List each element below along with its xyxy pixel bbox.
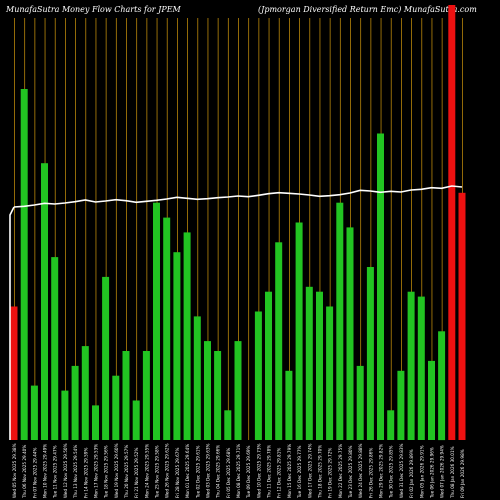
money-flow-bar [234, 341, 242, 440]
x-tick-label: Wed 24 Dec 2025 29.88% [358, 443, 363, 498]
money-flow-bar [285, 370, 293, 440]
x-tick-label: Mon 24 Nov 2025 29.55% [144, 444, 149, 498]
x-tick-label: Tue 16 Dec 2025 29.77% [297, 445, 302, 499]
money-flow-bar [438, 331, 446, 441]
money-flow-bar [193, 316, 201, 440]
money-flow-bar [305, 286, 313, 440]
money-flow-bar [275, 242, 283, 440]
money-flow-bar [387, 410, 395, 440]
x-tick-label: Wed 07 Jan 2026 29.94% [440, 445, 445, 498]
money-flow-bar [448, 5, 456, 440]
x-tick-label: Tue 18 Nov 2025 29.56% [104, 445, 109, 499]
x-tick-label: Tue 25 Nov 2025 29.58% [155, 445, 160, 499]
x-tick-label: Thu 06 Nov 2025 29.40% [22, 445, 27, 499]
x-tick-label: Wed 26 Nov 2025 29.62% [165, 443, 170, 498]
money-flow-bar [122, 351, 130, 440]
chart-title: MunafaSutra Money Flow Charts for JPEM [6, 5, 181, 14]
money-flow-bar [346, 227, 354, 440]
x-tick-label: Mon 05 Jan 2026 29.91% [419, 445, 424, 498]
x-tick-label: Mon 29 Dec 2025 29.82% [379, 444, 384, 498]
x-tick-label: Fri 09 Jan 2026 29.98% [460, 449, 465, 498]
money-flow-bar [112, 375, 120, 440]
x-tick-label: Fri 26 Dec 2025 29.86% [368, 448, 373, 498]
money-flow-bar [92, 405, 99, 440]
money-flow-bar [224, 410, 232, 440]
money-flow-bar [51, 257, 59, 440]
money-flow-bar [71, 365, 79, 440]
x-tick-label: Mon 15 Dec 2025 29.79% [287, 444, 292, 498]
x-tick-label: Fri 19 Dec 2025 29.72% [328, 448, 333, 498]
money-flow-bar [30, 385, 38, 440]
money-flow-bar [336, 202, 344, 440]
x-tick-label: Mon 17 Nov 2025 29.53% [94, 444, 99, 498]
money-flow-bar [417, 296, 425, 440]
money-flow-bar [153, 202, 160, 440]
x-tick-label: Wed 03 Dec 2025 29.63% [206, 443, 211, 498]
x-tick-label: Fri 14 Nov 2025 29.59% [83, 448, 88, 498]
money-flow-bar [183, 232, 191, 440]
x-tick-label: Wed 17 Dec 2025 29.74% [307, 443, 312, 498]
x-tick-label: Fri 02 Jan 2026 29.89% [409, 449, 414, 498]
x-tick-label: Thu 08 Jan 2026 30.01% [450, 446, 455, 499]
x-tick-label: Tue 06 Jan 2026 29.96% [430, 447, 435, 499]
x-tick-label: Tue 09 Dec 2025 29.69% [246, 445, 251, 499]
x-tick-label: Mon 22 Dec 2025 29.75% [338, 444, 343, 498]
x-tick-label: Wed 05 Nov 2025 29.38% [12, 443, 17, 498]
x-tick-label: Thu 20 Nov 2025 29.57% [124, 445, 129, 499]
x-tick-label: Mon 10 Nov 2025 29.49% [43, 444, 48, 498]
money-flow-bar [81, 346, 89, 440]
chart-subtitle: (Jpmorgan Diversified Return Emc) Munafa… [258, 5, 477, 14]
x-tick-label: Mon 08 Dec 2025 29.71% [236, 444, 241, 498]
x-tick-label: Wed 10 Dec 2025 29.73% [256, 443, 261, 498]
money-flow-bar [10, 306, 18, 440]
x-tick-label: Thu 18 Dec 2025 29.70% [318, 445, 323, 499]
x-tick-label: Tue 02 Dec 2025 29.61% [195, 445, 200, 499]
money-flow-bar [254, 311, 262, 440]
money-flow-bar [377, 133, 384, 440]
money-flow-bar [458, 192, 466, 440]
x-tick-label: Fri 05 Dec 2025 29.68% [226, 448, 231, 498]
money-flow-bar [132, 400, 140, 440]
money-flow-bar [214, 351, 222, 440]
money-flow-bar [316, 291, 323, 440]
money-flow-bar [142, 351, 150, 440]
x-tick-label: Wed 31 Dec 2025 29.83% [399, 443, 404, 498]
price-line [9, 185, 463, 440]
money-flow-bar [397, 370, 405, 440]
money-flow-bar [356, 365, 364, 440]
money-flow-bar [173, 252, 181, 440]
x-tick-label: Fri 21 Nov 2025 29.52% [134, 448, 139, 498]
x-tick-label: Thu 04 Dec 2025 29.66% [216, 445, 221, 499]
money-flow-bar [20, 89, 28, 440]
money-flow-bar [428, 360, 435, 440]
x-tick-label: Tue 30 Dec 2025 29.85% [389, 445, 394, 499]
x-tick-label: Thu 11 Dec 2025 29.78% [267, 445, 272, 499]
money-flow-bar [295, 222, 303, 440]
x-tick-label: Wed 12 Nov 2025 29.50% [63, 443, 68, 498]
money-flow-bar [204, 341, 211, 440]
x-tick-label: Tue 23 Dec 2025 29.80% [348, 445, 353, 499]
x-tick-label: Thu 13 Nov 2025 29.54% [73, 445, 78, 499]
x-tick-label: Fri 28 Nov 2025 29.67% [175, 448, 180, 498]
x-tick-label: Fri 07 Nov 2025 29.44% [32, 448, 37, 498]
x-tick-label: Fri 12 Dec 2025 29.81% [277, 448, 282, 498]
x-tick-label: Tue 11 Nov 2025 29.47% [53, 445, 58, 499]
money-flow-bar [326, 306, 334, 440]
money-flow-bar [102, 276, 110, 440]
x-tick-label: Mon 01 Dec 2025 29.64% [185, 444, 190, 498]
money-flow-bar [61, 390, 69, 440]
x-tick-label: Wed 19 Nov 2025 29.60% [114, 443, 119, 498]
money-flow-bar [265, 291, 272, 440]
money-flow-bar [407, 291, 415, 440]
money-flow-bar [163, 217, 171, 440]
money-flow-bar [41, 163, 48, 440]
money-flow-bar [366, 267, 374, 440]
